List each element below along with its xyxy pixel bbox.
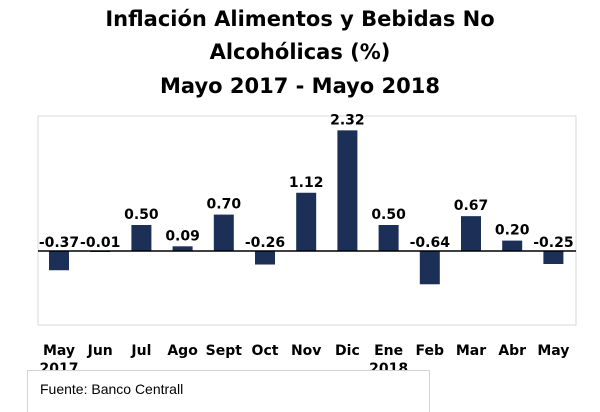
data-label-11: 0.20	[495, 223, 530, 239]
category-label-9: Feb	[416, 343, 445, 359]
bar-5	[255, 251, 275, 265]
category-label-1: Jun	[87, 343, 113, 359]
data-label-6: 1.12	[289, 175, 324, 191]
source-text: Fuente: Banco Centrall	[40, 381, 184, 397]
bar-6	[296, 192, 317, 251]
data-label-7: 2.32	[330, 112, 365, 128]
category-label-6: Nov	[291, 343, 321, 359]
data-labels-group: -0.37 -0.010.500.090.70-0.261.122.320.50-…	[39, 112, 574, 251]
data-label-9: -0.64	[410, 235, 451, 251]
chart-title-line-3: Mayo 2017 - Mayo 2018	[160, 74, 440, 98]
category-label-4: Sept	[206, 343, 243, 359]
category-label-5: Oct	[252, 343, 279, 359]
chart-title-line-1: Inflación Alimentos y Bebidas No	[105, 7, 495, 31]
category-label-11: Abr	[498, 343, 526, 359]
bar-10	[461, 216, 481, 251]
category-label-0: May	[43, 343, 75, 359]
data-label-12: -0.25	[533, 235, 573, 251]
category-label-3: Ago	[167, 343, 198, 359]
bars-group	[49, 130, 564, 285]
data-label-10: 0.67	[454, 198, 489, 214]
bar-4	[213, 214, 234, 251]
data-label-3: 0.09	[165, 228, 200, 244]
data-label-0: -0.37	[39, 235, 79, 251]
category-label-8: Ene	[374, 343, 403, 359]
data-label-8: 0.50	[371, 207, 406, 223]
category-label-12: May	[537, 343, 569, 359]
data-label-1: -0.01	[80, 235, 120, 251]
data-label-2: 0.50	[124, 207, 159, 223]
bar-7	[337, 130, 358, 251]
data-label-5: -0.26	[245, 235, 285, 251]
bar-9	[419, 251, 440, 285]
category-label-7: Dic	[335, 343, 360, 359]
chart-title-line-2: Alcohólicas (%)	[209, 40, 391, 64]
plot-area	[37, 115, 577, 326]
bar-3	[172, 246, 193, 251]
bar-0	[49, 251, 69, 271]
category-label-10: Mar	[456, 343, 486, 359]
data-label-4: 0.70	[207, 197, 242, 213]
category-label-2: Jul	[130, 343, 151, 359]
source-box: Fuente: Banco Centrall	[27, 370, 430, 412]
bar-8	[378, 225, 399, 251]
bar-12	[543, 251, 564, 264]
bar-2	[131, 225, 152, 251]
bar-11	[502, 240, 523, 251]
